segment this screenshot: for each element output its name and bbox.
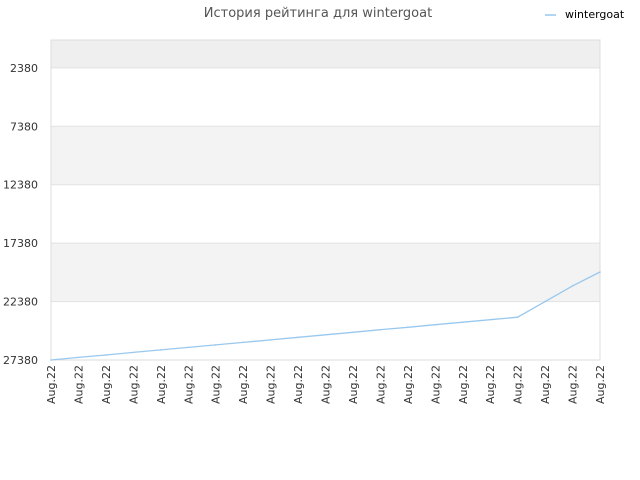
- data-point: [379, 328, 382, 331]
- x-tick-label: Aug.22: [45, 365, 58, 404]
- data-point: [132, 351, 135, 354]
- data-point: [50, 359, 52, 361]
- x-tick-label: Aug.22: [320, 365, 333, 404]
- x-tick-label: Aug.22: [539, 365, 552, 404]
- plot-band: [51, 243, 600, 302]
- data-point: [242, 341, 244, 344]
- y-tick-label: 27380: [3, 354, 38, 367]
- data-point: [461, 321, 464, 324]
- x-tick-label: Aug.22: [429, 365, 442, 404]
- legend: wintergoat: [545, 8, 625, 21]
- x-tick-label: Aug.22: [484, 365, 497, 404]
- y-tick-label: 2380: [10, 62, 38, 75]
- x-tick-label: Aug.22: [237, 365, 250, 404]
- y-tick-label: 22380: [3, 296, 38, 309]
- y-tick-label: 7380: [10, 120, 38, 133]
- plot-band: [51, 301, 600, 360]
- data-point: [214, 344, 217, 346]
- x-tick-label: Aug.22: [292, 365, 305, 404]
- x-tick-label: Aug.22: [457, 365, 470, 404]
- data-point: [297, 336, 299, 339]
- data-point: [544, 300, 546, 303]
- x-axis-ticks: Aug.22 Aug.22 Aug.22 Aug.22 Aug.22 Aug.22 Aug.…: [45, 365, 607, 404]
- data-point: [599, 271, 601, 273]
- y-axis-ticks: 2380 7380 12380 17380 22380 27380: [3, 62, 38, 367]
- plot-band: [51, 126, 600, 185]
- x-tick-label: Aug.22: [100, 365, 113, 404]
- y-tick-label: 12380: [3, 179, 38, 192]
- x-tick-label: Aug.22: [512, 365, 525, 404]
- data-point: [434, 323, 437, 326]
- x-tick-label: Aug.22: [347, 365, 360, 404]
- data-point: [269, 339, 272, 341]
- series-layer: [50, 271, 601, 361]
- x-tick-label: Aug.22: [210, 365, 223, 404]
- x-tick-label: Aug.22: [182, 365, 195, 404]
- plot-band: [51, 67, 600, 127]
- data-point: [77, 356, 80, 359]
- data-point: [105, 354, 107, 356]
- plot-border: [50, 39, 601, 361]
- plot-bands: [51, 40, 600, 360]
- data-point: [571, 285, 574, 287]
- x-tick-label: Aug.22: [402, 365, 415, 404]
- data-point: [187, 346, 190, 349]
- x-tick-label: Aug.22: [374, 365, 387, 404]
- chart-title: История рейтинга для wintergoat: [204, 6, 432, 21]
- x-tick-label: Aug.22: [127, 365, 140, 404]
- data-point: [407, 326, 409, 329]
- data-point: [516, 316, 519, 319]
- y-tick-label: 17380: [3, 237, 38, 250]
- x-tick-label: Aug.22: [594, 365, 607, 404]
- x-tick-label: Aug.22: [567, 365, 580, 404]
- x-tick-label: Aug.22: [155, 365, 168, 404]
- plot-band: [51, 40, 600, 68]
- data-point: [489, 318, 492, 321]
- data-point: [324, 333, 327, 336]
- plot-band: [51, 184, 600, 244]
- legend-label: wintergoat: [565, 8, 625, 21]
- x-tick-label: Aug.22: [265, 365, 278, 404]
- data-point: [352, 331, 354, 334]
- x-tick-label: Aug.22: [72, 365, 85, 404]
- data-point: [160, 349, 162, 351]
